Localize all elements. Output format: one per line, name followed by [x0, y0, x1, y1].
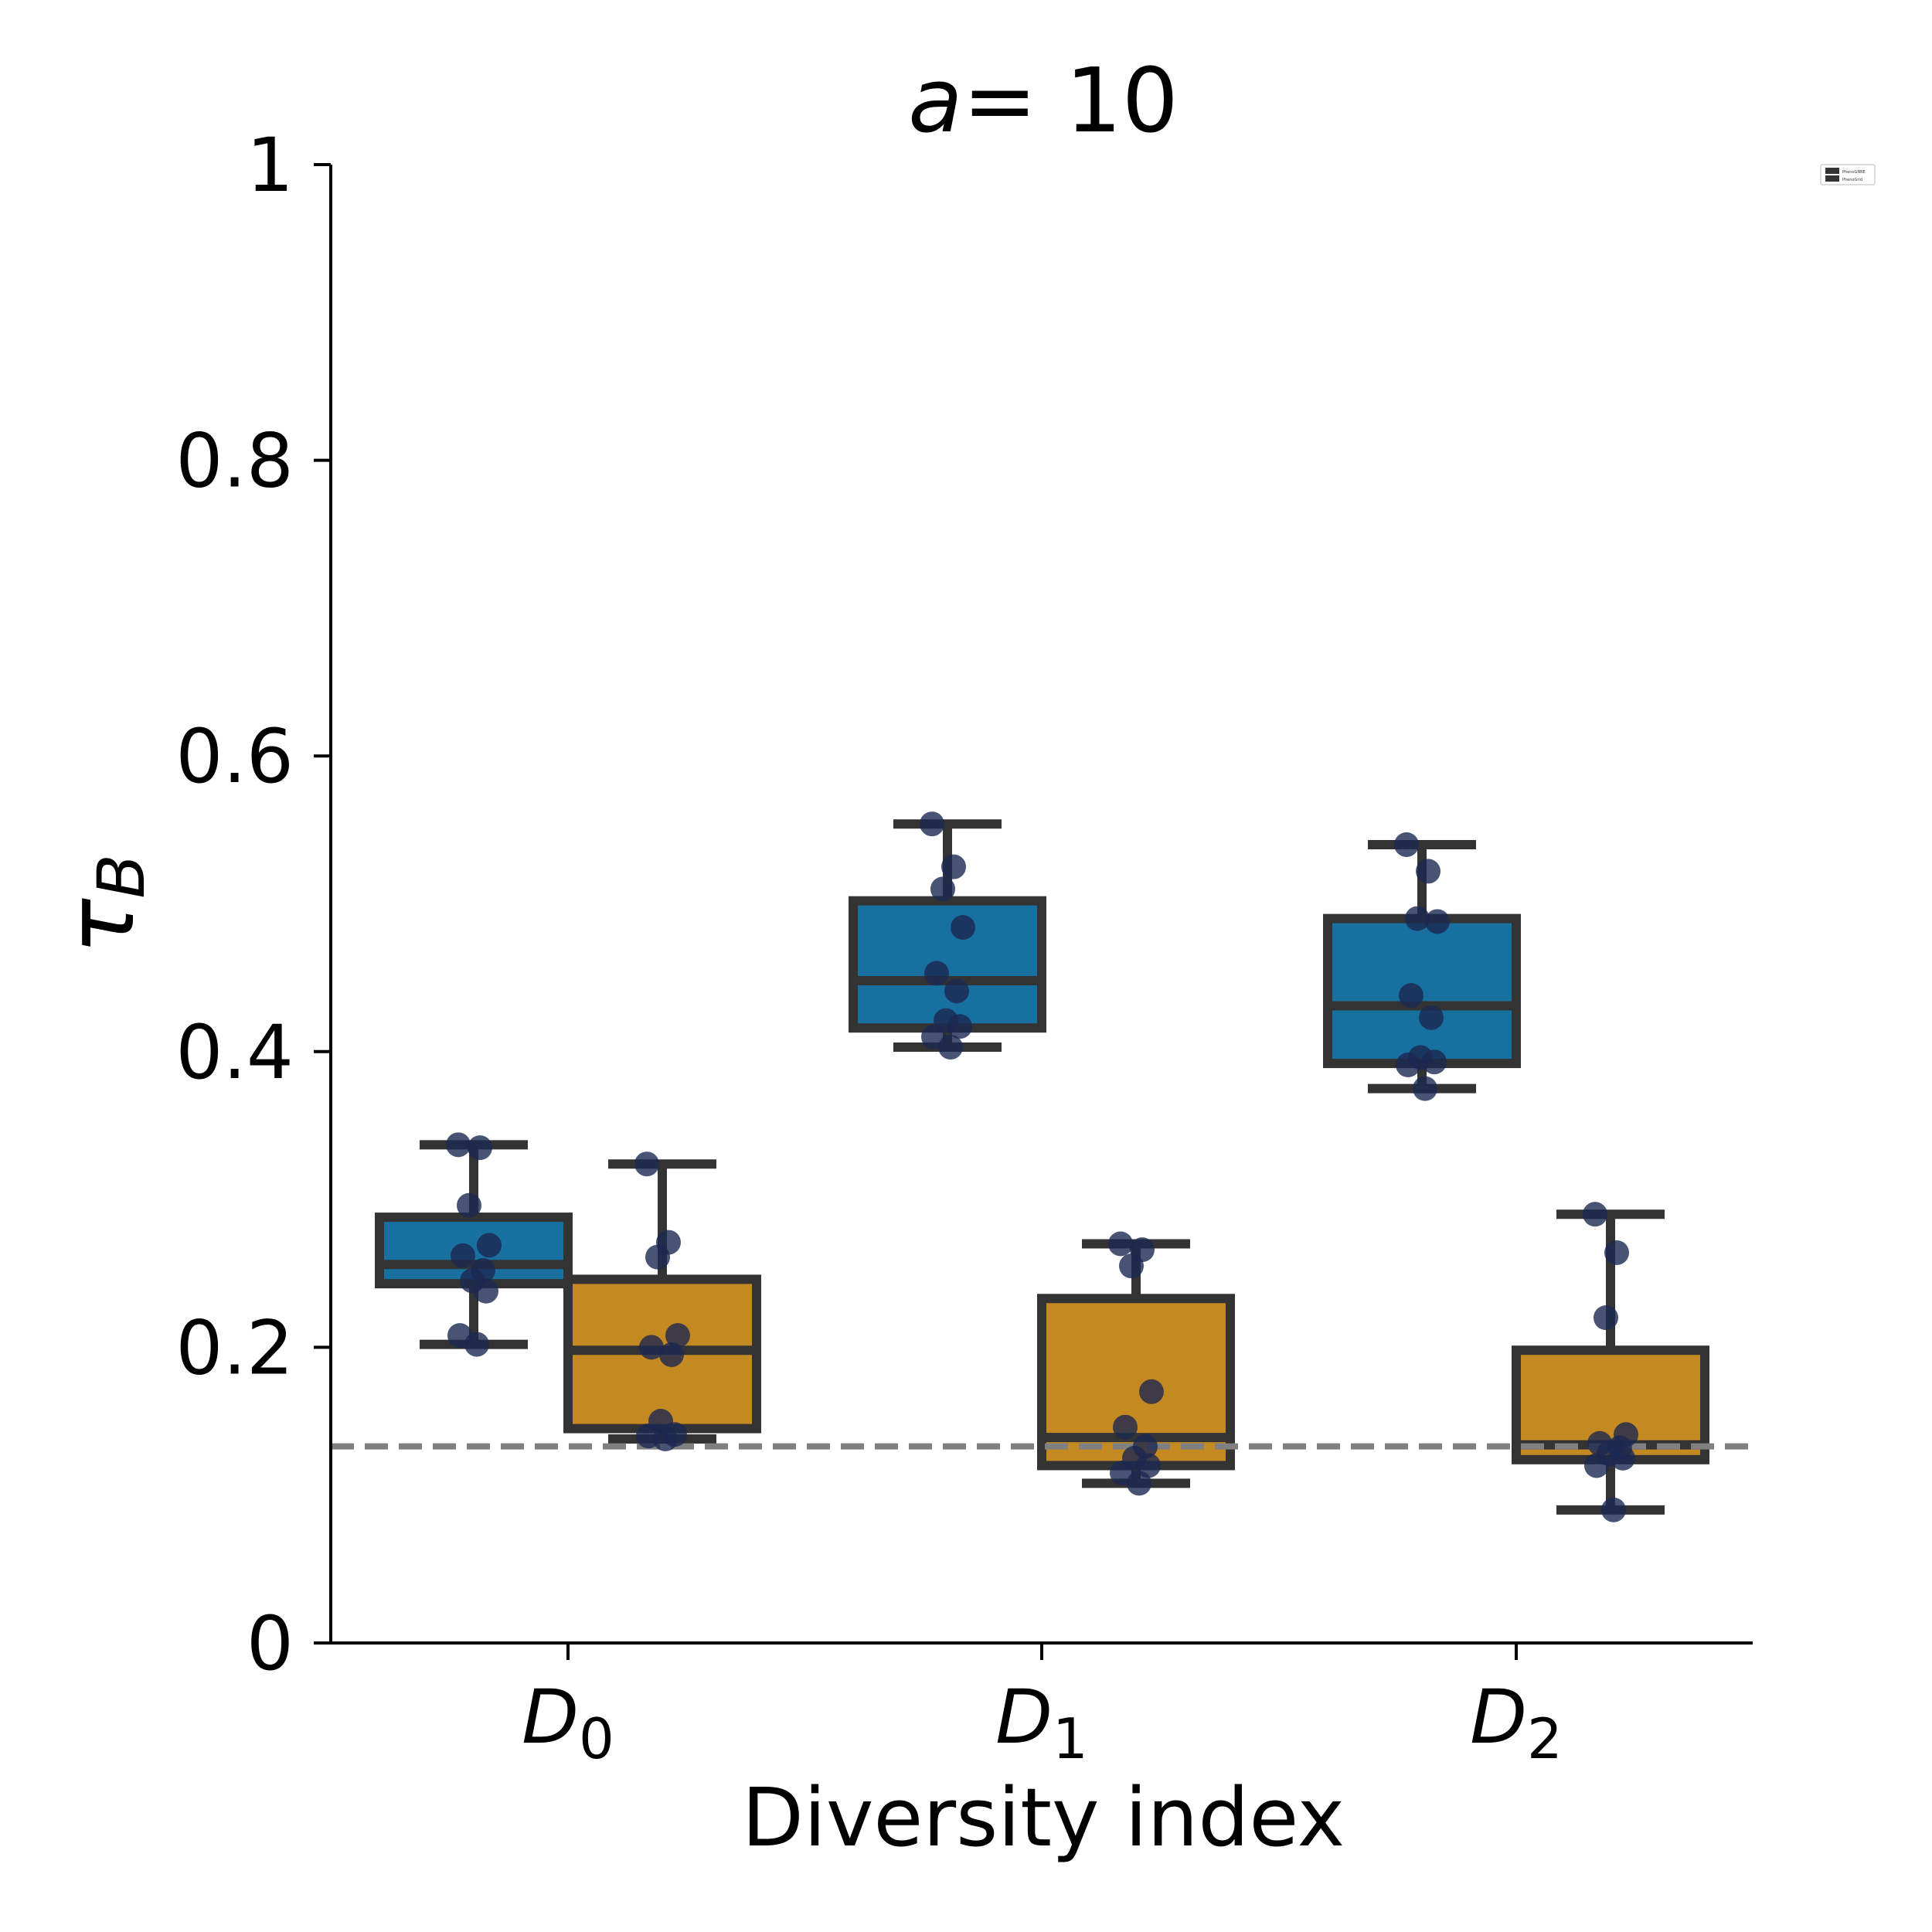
x-tick-label: D2: [1470, 1674, 1563, 1771]
y-axis-symbol: τ: [48, 898, 155, 954]
data-point: [1139, 1379, 1164, 1404]
y-tick-label: 1: [247, 122, 294, 209]
data-point: [938, 1035, 963, 1060]
legend-label-1: PhenoGrid: [1842, 178, 1862, 182]
data-point: [477, 1233, 502, 1258]
data-point: [1405, 906, 1430, 931]
data-point: [1394, 832, 1419, 857]
data-point: [924, 961, 949, 986]
data-point: [1396, 1053, 1420, 1078]
x-tick-label-base: D: [1470, 1674, 1527, 1760]
data-point: [941, 854, 966, 879]
data-point: [1399, 983, 1423, 1009]
legend: PhenoGNRE PhenoGrid: [1820, 164, 1876, 185]
data-point: [1419, 1005, 1444, 1030]
data-point: [1108, 1231, 1133, 1257]
legend-label-0: PhenoGNRE: [1842, 170, 1866, 175]
box-PhenoGrid-0: [563, 1159, 761, 1444]
y-tick-label: 0.6: [175, 713, 294, 800]
data-point: [665, 1323, 690, 1349]
x-tick-label: D0: [522, 1674, 614, 1771]
x-tick-label-subscript: 1: [1053, 1706, 1088, 1771]
data-point: [634, 1151, 659, 1177]
data-point: [951, 915, 975, 940]
title-equation: = 10: [963, 49, 1179, 153]
data-point: [1113, 1414, 1138, 1440]
chart-title: a= 10: [908, 49, 1179, 153]
x-tick-label-subscript: 0: [579, 1706, 614, 1771]
data-point: [474, 1278, 498, 1304]
x-tick-label-base: D: [522, 1674, 579, 1760]
box-layer: [375, 819, 1709, 1515]
data-point: [1119, 1253, 1144, 1279]
x-tick-label-subscript: 2: [1527, 1706, 1563, 1771]
data-point: [1601, 1497, 1626, 1522]
data-point: [451, 1243, 475, 1268]
data-point: [1604, 1240, 1629, 1265]
data-point: [1583, 1202, 1607, 1227]
data-point: [920, 811, 944, 837]
data-point: [457, 1192, 481, 1218]
data-point: [645, 1244, 670, 1270]
box-PhenoGNRE-0: [375, 1140, 573, 1349]
data-point: [1584, 1453, 1609, 1478]
x-tick-label-base: D: [995, 1674, 1053, 1760]
x-tick-label: D1: [995, 1674, 1088, 1771]
data-point: [653, 1427, 678, 1452]
y-axis-subscript: B: [83, 854, 159, 899]
data-point: [930, 876, 955, 902]
x-axis-label: Diversity index: [742, 1770, 1345, 1865]
data-point: [947, 1014, 972, 1039]
data-point: [1413, 1076, 1437, 1101]
data-point: [659, 1342, 684, 1367]
legend-swatch-1: [1825, 175, 1839, 182]
data-point: [944, 978, 969, 1004]
title-variable: a: [908, 49, 962, 153]
data-point: [1594, 1305, 1618, 1331]
data-point: [1611, 1445, 1635, 1471]
data-point: [1127, 1471, 1151, 1496]
data-point: [1416, 859, 1440, 884]
point-layer: [446, 811, 1638, 1522]
data-point: [639, 1335, 664, 1360]
y-tick-label: 0.2: [175, 1304, 294, 1391]
data-point: [464, 1332, 489, 1357]
y-axis-label: τB: [48, 854, 159, 954]
y-tick-label: 0.8: [175, 418, 294, 505]
y-tick-label: 0.4: [175, 1009, 294, 1096]
legend-swatch-0: [1825, 168, 1839, 174]
data-point: [468, 1135, 492, 1161]
data-point: [1425, 909, 1450, 934]
y-tick-label: 0: [247, 1600, 294, 1687]
data-point: [446, 1132, 471, 1158]
data-point: [1422, 1049, 1447, 1075]
